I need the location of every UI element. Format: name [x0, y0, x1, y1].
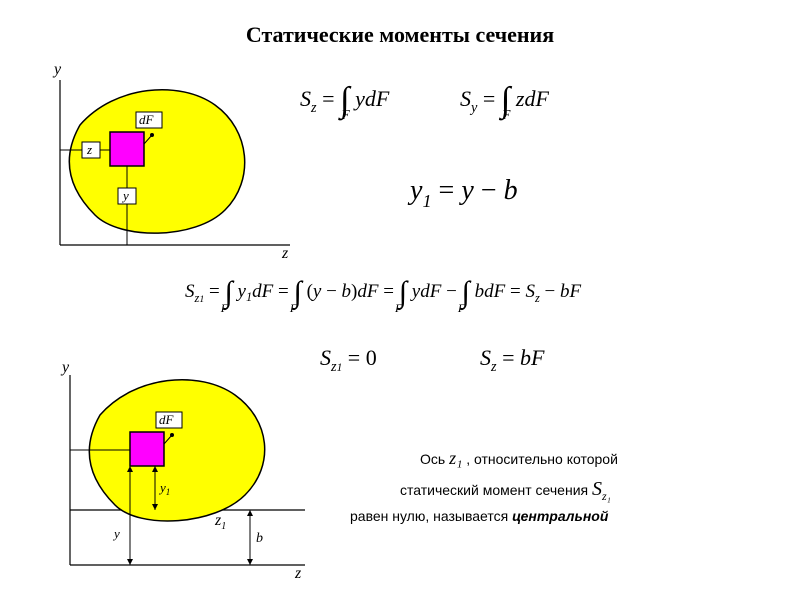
area-element-square-b	[130, 432, 164, 466]
cross-section-blob	[69, 90, 244, 233]
caption-line-3: равен нулю, называется центральной	[350, 508, 608, 524]
area-element-square	[110, 132, 144, 166]
formula-Sz-bF: Sz = bF	[480, 345, 544, 371]
formula-Sz1-zero: Sz1 = 0	[320, 345, 377, 371]
caption-line-1: Ось z₁ , относительно которой	[420, 448, 618, 469]
diagram-top: y z dF z y	[40, 60, 300, 260]
caption-line-2: статический момент сечения Sz₁	[400, 478, 611, 501]
axis-z-label-b: z	[294, 565, 302, 582]
dF-label: dF	[139, 112, 155, 127]
dF-label-b: dF	[159, 412, 175, 427]
formula-y1: y1 = y − b	[410, 175, 518, 207]
axis-y-label: y	[52, 61, 62, 78]
formula-Sy: Sy = ∫ F zdF	[460, 75, 549, 115]
y-distance-label: y	[121, 188, 129, 203]
axis-z1-label: z1	[214, 512, 226, 532]
formula-Sz1-expansion: Sz1 = ∫F y1dF = ∫F (y − b)dF = ∫F ydF − …	[185, 270, 581, 305]
axis-x-label: z	[281, 245, 289, 260]
y-distance-label-b: y	[112, 526, 120, 541]
page-title: Статические моменты сечения	[0, 22, 800, 48]
axis-y-label-b: y	[60, 360, 70, 376]
z-distance-label: z	[86, 142, 92, 157]
diagram-bottom: y z z1 dF y1 y b	[40, 360, 320, 585]
formula-Sz: Sz = ∫ F ydF	[300, 75, 389, 115]
b-distance-label: b	[256, 531, 263, 546]
